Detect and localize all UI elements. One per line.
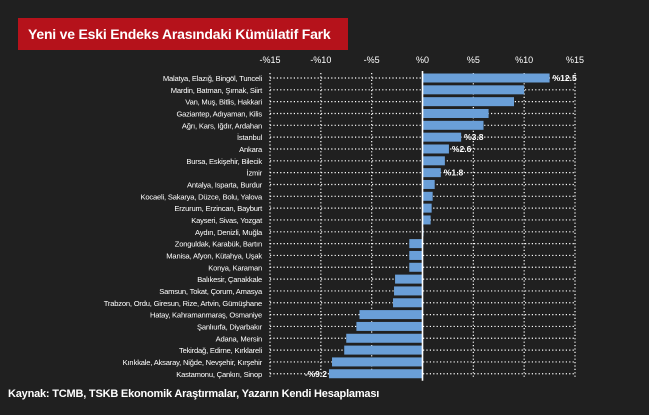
category-label: Manisa, Afyon, Kütahya, Uşak	[166, 251, 262, 260]
bar	[395, 274, 423, 284]
bars	[328, 73, 550, 379]
category-label: Kocaeli, Sakarya, Düzce, Bolu, Yalova	[141, 192, 263, 201]
bar	[359, 310, 423, 320]
bar	[422, 191, 433, 201]
data-label: -%9.2	[305, 369, 327, 379]
bar	[422, 73, 550, 83]
chart-title: Yeni ve Eski Endeks Arasındaki Kümülatif…	[18, 18, 348, 50]
bar	[394, 286, 423, 296]
data-label: %3.8	[464, 132, 484, 142]
data-label: %1.8	[444, 168, 464, 178]
category-label: Van, Muş, Bitlis, Hakkari	[185, 98, 262, 107]
bar	[328, 369, 423, 379]
x-tick-label: -%15	[259, 55, 280, 65]
x-axis-ticks: -%15 -%10 -%5 %0 %5 %10 %15	[259, 55, 584, 65]
category-label: Malatya, Elazığ, Bingöl, Tunceli	[163, 74, 263, 83]
bar	[409, 262, 423, 272]
category-label: Balıkesir, Çanakkale	[197, 275, 262, 284]
bar	[422, 215, 431, 225]
category-label: Zonguldak, Karabük, Bartın	[175, 240, 262, 249]
category-label: Tekirdağ, Edirne, Kırklareli	[179, 346, 263, 355]
category-label: Bursa, Eskişehir, Bilecik	[186, 157, 262, 166]
bar	[422, 203, 432, 213]
category-label: Konya, Karaman	[208, 263, 262, 272]
data-label: %12.5	[553, 73, 577, 83]
category-label: Erzurum, Erzincan, Bayburt	[174, 204, 263, 213]
category-labels: Malatya, Elazığ, Bingöl, Tunceli Mardin, …	[104, 74, 264, 379]
category-label: İstanbul	[237, 133, 263, 142]
category-label: Gaziantep, Adıyaman, Kilis	[176, 109, 262, 118]
source-note: Kaynak: TCMB, TSKB Ekonomik Araştırmalar…	[8, 388, 380, 400]
x-tick-label: %0	[416, 55, 429, 65]
category-label: Antalya, Isparta, Burdur	[187, 180, 263, 189]
x-tick-label: -%5	[364, 55, 380, 65]
bar	[409, 239, 423, 249]
x-tick-label: %15	[566, 55, 584, 65]
category-label: Kastamonu, Çankırı, Sinop	[176, 370, 262, 379]
category-label: Adana, Mersin	[216, 334, 262, 343]
bar	[356, 321, 423, 331]
bar	[422, 179, 435, 189]
category-label: Aydın, Denizli, Muğla	[195, 228, 263, 237]
x-tick-label: -%10	[310, 55, 331, 65]
bar	[409, 250, 423, 260]
category-label: İzmir	[247, 169, 263, 178]
category-label: Mardin, Batman, Şırnak, Siirt	[171, 86, 263, 95]
category-label: Samsun, Tokat, Çorum, Amasya	[159, 287, 263, 296]
bar	[422, 108, 489, 118]
bar	[422, 97, 514, 107]
bar	[422, 85, 525, 95]
bar	[332, 357, 423, 367]
category-label: Ağrı, Kars, Iğdır, Ardahan	[182, 121, 262, 130]
bar	[422, 120, 484, 130]
bar	[393, 298, 423, 308]
bar	[422, 156, 445, 166]
category-label: Kırıkkale, Aksaray, Niğde, Nevşehir, Kır…	[123, 358, 263, 367]
data-label: %2.6	[452, 144, 472, 154]
bar	[422, 168, 441, 178]
category-label: Kayseri, Sivas, Yozgat	[191, 216, 263, 225]
category-label: Şanlıurfa, Diyarbakır	[197, 322, 263, 331]
data-labels: %12.5 %3.8 %2.6 %1.8 -%9.2	[305, 73, 577, 379]
category-label: Trabzon, Ordu, Giresun, Rize, Artvin, Gü…	[104, 299, 262, 308]
category-label: Hatay, Kahramanmaraş, Osmaniye	[150, 311, 262, 320]
bar	[344, 345, 423, 355]
category-label: Ankara	[239, 145, 263, 154]
bar	[422, 132, 462, 142]
x-tick-label: %10	[515, 55, 533, 65]
bar	[346, 333, 423, 343]
bar	[422, 144, 449, 154]
x-tick-label: %5	[467, 55, 480, 65]
